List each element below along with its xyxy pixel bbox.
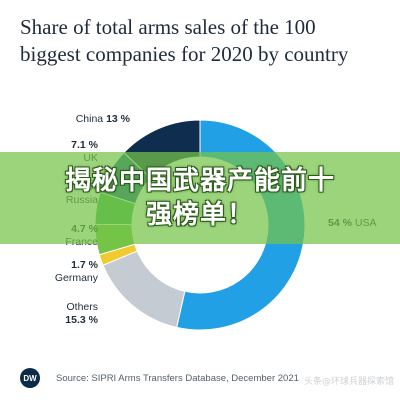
label-uk-value: 7.1 % — [71, 139, 99, 151]
overlay-banner: 揭秘中国武器产能前十 强榜单！ — [0, 152, 400, 244]
label-germany-name: Germany — [55, 272, 99, 284]
label-china: China 13 % — [76, 113, 131, 125]
dw-logo-icon: DW — [20, 368, 40, 388]
slice-others — [102, 250, 186, 328]
chart-title-line-1: Share of total arms sales of the 100 — [20, 15, 316, 39]
banner-line-2: 强榜单！ — [145, 200, 254, 230]
label-others-name: Others — [66, 301, 98, 313]
chart-title: Share of total arms sales of the 100 big… — [20, 14, 390, 68]
banner-line-1: 揭秘中国武器产能前十 — [64, 166, 335, 196]
label-others-value: 15.3 % — [65, 314, 98, 326]
footer: DW Source: SIPRI Arms Transfers Database… — [20, 368, 390, 388]
source-text: Source: SIPRI Arms Transfers Database, D… — [56, 372, 299, 384]
label-china-value: 13 % — [106, 113, 131, 125]
label-germany-value: 1.7 % — [71, 259, 99, 271]
watermark: 头条@环球兵器探索馆 — [303, 377, 394, 387]
banner-text: 揭秘中国武器产能前十 强榜单！ — [65, 164, 335, 232]
chart-title-line-2: biggest companies for 2020 by country — [20, 42, 349, 66]
label-china-name: China — [76, 113, 106, 125]
